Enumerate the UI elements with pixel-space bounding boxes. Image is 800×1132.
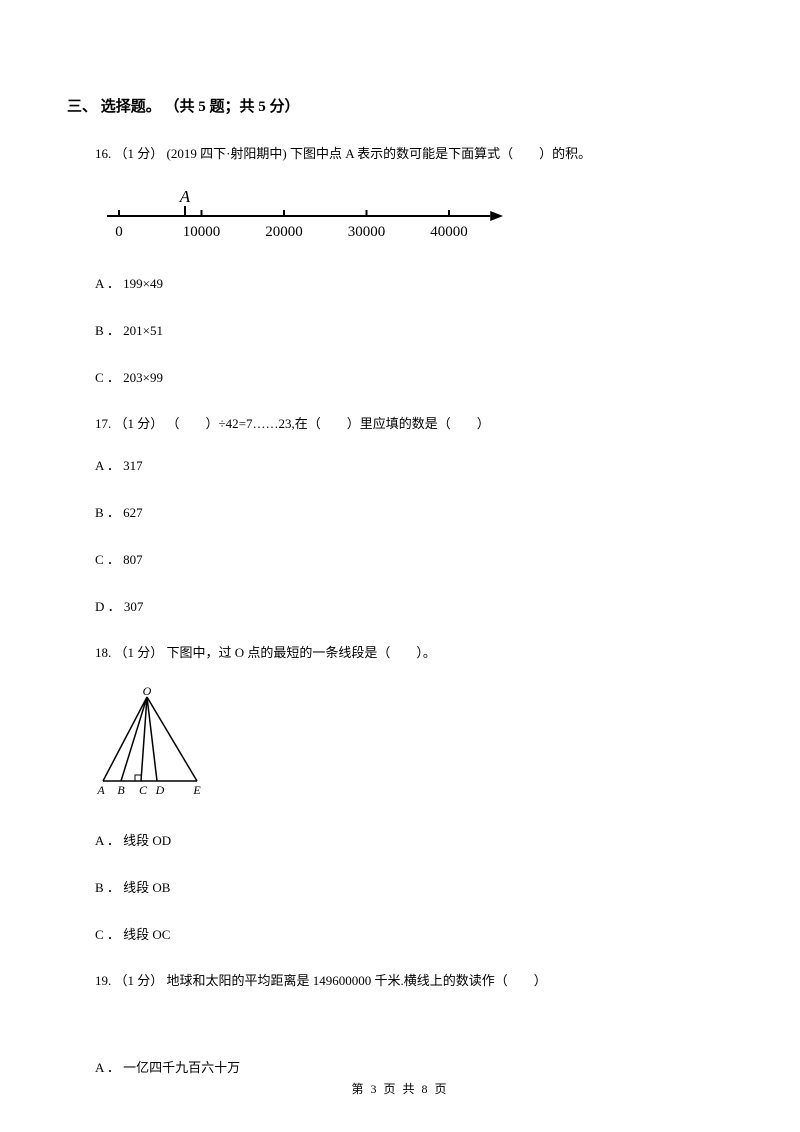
- q16-option-b: B ． 201×51: [95, 320, 733, 339]
- svg-text:D: D: [155, 783, 165, 797]
- page-body: 三、 选择题。 （共 5 题；共 5 分） 16. （1 分） (2019 四下…: [0, 0, 800, 1076]
- svg-text:40000: 40000: [430, 224, 468, 240]
- svg-text:C: C: [139, 783, 148, 797]
- q19-text: 19. （1 分） 地球和太阳的平均距离是 149600000 千米.横线上的数…: [95, 971, 733, 991]
- number-line-svg: 0 10000 20000 30000 40000 A: [95, 186, 535, 246]
- spacer: [67, 1012, 733, 1057]
- q16-option-c: C ． 203×99: [95, 367, 733, 386]
- q18-option-a: A ． 线段 OD: [95, 830, 733, 849]
- q16-option-a: A ． 199×49: [95, 273, 733, 292]
- svg-text:O: O: [143, 685, 152, 698]
- svg-text:10000: 10000: [183, 224, 221, 240]
- triangle-svg: O ABCD E: [95, 685, 215, 805]
- svg-text:A: A: [96, 783, 105, 797]
- svg-text:20000: 20000: [265, 224, 303, 240]
- svg-text:A: A: [179, 187, 191, 206]
- section-heading: 三、 选择题。 （共 5 题；共 5 分）: [67, 95, 733, 116]
- q18-triangle: O ABCD E: [95, 685, 733, 810]
- q16-text: 16. （1 分） (2019 四下·射阳期中) 下图中点 A 表示的数可能是下…: [95, 144, 733, 164]
- q18-option-b: B ． 线段 OB: [95, 877, 733, 896]
- q18-option-c: C ． 线段 OC: [95, 924, 733, 943]
- q16-number-line: 0 10000 20000 30000 40000 A: [95, 186, 733, 251]
- q17-option-b: B ． 627: [95, 502, 733, 521]
- q17-text: 17. （1 分） （ ）÷42=7……23,在（ ）里应填的数是（ ）: [95, 414, 733, 434]
- q17-option-a: A ． 317: [95, 455, 733, 474]
- svg-text:E: E: [192, 783, 201, 797]
- q17-option-d: D ． 307: [95, 596, 733, 615]
- q18-text: 18. （1 分） 下图中，过 O 点的最短的一条线段是（ ）。: [95, 643, 733, 663]
- svg-text:B: B: [117, 783, 125, 797]
- q17-option-c: C ． 807: [95, 549, 733, 568]
- svg-text:30000: 30000: [348, 224, 386, 240]
- q19-option-a: A ． 一亿四千九百六十万: [95, 1057, 733, 1076]
- svg-text:0: 0: [115, 224, 123, 240]
- page-footer: 第 3 页 共 8 页: [0, 1080, 800, 1097]
